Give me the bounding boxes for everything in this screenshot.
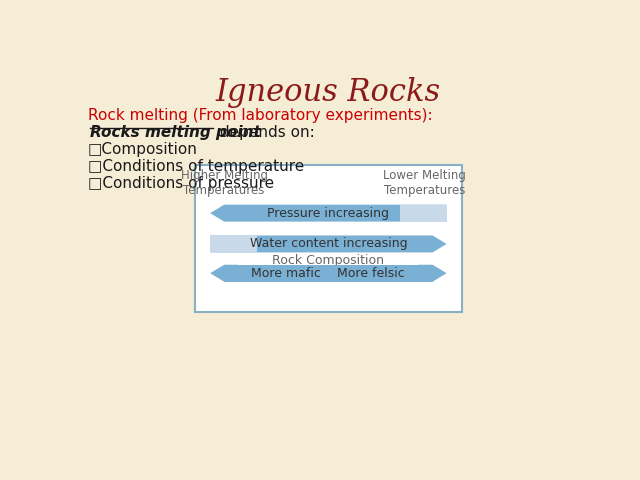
Bar: [224, 265, 433, 282]
Text: □Conditions of temperature: □Conditions of temperature: [88, 159, 304, 174]
Text: depends on:: depends on:: [215, 125, 315, 140]
Text: □Composition: □Composition: [88, 142, 198, 157]
Text: Higher Melting
Temperatures: Higher Melting Temperatures: [180, 169, 268, 197]
FancyArrow shape: [419, 265, 447, 282]
Text: More felsic: More felsic: [337, 267, 405, 280]
Text: □Conditions of pressure: □Conditions of pressure: [88, 176, 274, 191]
Text: Pressure increasing: Pressure increasing: [268, 207, 389, 220]
FancyArrow shape: [210, 236, 447, 252]
Text: More mafic: More mafic: [251, 267, 321, 280]
Text: Rock melting (From laboratory experiments):: Rock melting (From laboratory experiment…: [88, 108, 433, 123]
FancyArrow shape: [210, 204, 447, 222]
Text: Lower Melting
Temperatures: Lower Melting Temperatures: [383, 169, 467, 197]
Text: Igneous Rocks: Igneous Rocks: [216, 77, 440, 108]
Text: Rocks melting point: Rocks melting point: [90, 125, 261, 140]
Bar: [210, 236, 257, 252]
Text: Water content increasing: Water content increasing: [250, 238, 407, 251]
Bar: [400, 204, 447, 222]
FancyBboxPatch shape: [195, 166, 462, 312]
Text: Rock Composition: Rock Composition: [273, 254, 385, 267]
FancyArrow shape: [210, 265, 238, 282]
